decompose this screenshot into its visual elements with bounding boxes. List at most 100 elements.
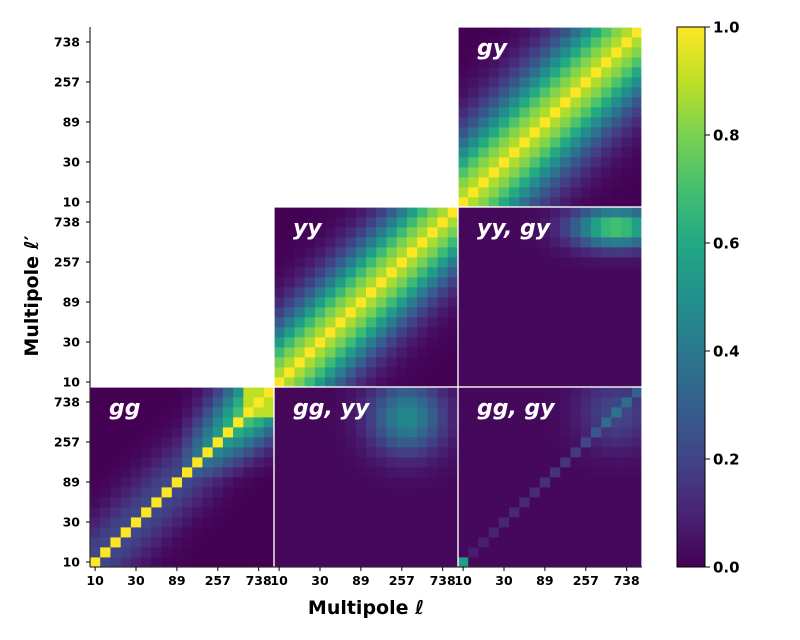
heatmap-cell [222,467,234,478]
heatmap-cell [314,437,326,448]
colorbar [676,26,706,568]
heatmap-cell [631,167,643,178]
heatmap-cell [611,557,622,568]
heatmap-cell [458,167,469,178]
heatmap-cell [488,297,500,308]
heatmap-cell [386,237,398,248]
heatmap-cell [366,407,377,418]
heatmap-cell [529,247,541,258]
heatmap-cell [355,557,367,568]
heatmap-cell [529,437,541,448]
heatmap-cell [335,407,346,418]
heatmap-cell [376,247,387,258]
heatmap-cell [314,277,326,288]
heatmap-cell [386,357,398,368]
heatmap-cell [509,347,520,358]
heatmap-cell [284,497,295,508]
heatmap-cell [488,437,500,448]
heatmap-cell [202,447,214,458]
heatmap-cell [386,387,398,398]
heatmap-cell [498,557,510,568]
heatmap-cell [488,197,500,208]
heatmap-cell [529,457,541,468]
heatmap-cell [253,537,265,548]
heatmap-cell [478,417,490,428]
heatmap-cell [498,517,510,528]
heatmap-cell [417,437,428,448]
heatmap-cell [406,337,418,348]
heatmap-cell [335,357,346,368]
heatmap-cell [631,227,643,238]
heatmap-cell [611,127,622,138]
heatmap-cell [437,247,449,258]
heatmap-cell [243,397,254,408]
heatmap-cell [355,477,367,488]
heatmap-cell [601,437,612,448]
heatmap-cell [366,377,377,388]
heatmap-cell [427,397,438,408]
heatmap-cell [631,87,643,98]
heatmap-cell [212,437,224,448]
heatmap-cell [110,537,122,548]
heatmap-cell [233,537,244,548]
heatmap-cell [366,447,377,458]
heatmap-cell [355,427,367,438]
heatmap-cell [468,287,479,298]
heatmap-cell [498,337,510,348]
heatmap-cell [294,537,306,548]
heatmap-cell [560,107,571,118]
heatmap-cell [621,437,633,448]
heatmap-cell [478,457,490,468]
heatmap-cell [601,307,612,318]
heatmap-cell [570,447,582,458]
heatmap-cell [355,237,367,248]
heatmap-cell [519,527,530,538]
heatmap-cell [141,387,152,398]
heatmap-cell [621,67,633,78]
heatmap-cell [437,517,449,528]
heatmap-cell [601,77,612,88]
y-tick-label: 89 [63,115,80,130]
heatmap-cell [233,497,244,508]
heatmap-cell [529,467,541,478]
heatmap-cell [386,377,398,388]
heatmap-cell [550,117,561,128]
heatmap-cell [631,377,643,388]
heatmap-cell [314,537,326,548]
heatmap-cell [151,487,162,498]
heatmap-cell [171,497,183,508]
heatmap-cell [437,267,449,278]
heatmap-cell [478,467,490,478]
heatmap-cell [539,207,551,218]
heatmap-cell [519,357,530,368]
heatmap-cell [437,227,449,238]
heatmap-cell [560,337,571,348]
heatmap-cell [570,347,582,358]
heatmap-cell [580,287,592,298]
heatmap-cells [90,27,643,568]
heatmap-cell [284,397,295,408]
heatmap-cell [468,47,479,58]
heatmap-cell [417,537,428,548]
heatmap-cell [478,477,490,488]
heatmap-cell [233,507,244,518]
heatmap-cell [539,467,551,478]
heatmap-cell [294,267,306,278]
heatmap-cell [570,537,582,548]
heatmap-cell [570,377,582,388]
heatmap-cell [274,407,285,418]
heatmap-cell [437,297,449,308]
heatmap-cell [580,67,592,78]
heatmap-cell [478,37,490,48]
heatmap-cell [539,477,551,488]
heatmap-cell [498,537,510,548]
heatmap-cell [141,437,152,448]
heatmap-cell [590,287,602,298]
heatmap-cell [212,417,224,428]
heatmap-cell [314,417,326,428]
heatmap-cell [427,467,438,478]
heatmap-cell [631,177,643,188]
heatmap-cell [325,277,336,288]
heatmap-cell [345,417,357,428]
heatmap-cell [560,487,571,498]
